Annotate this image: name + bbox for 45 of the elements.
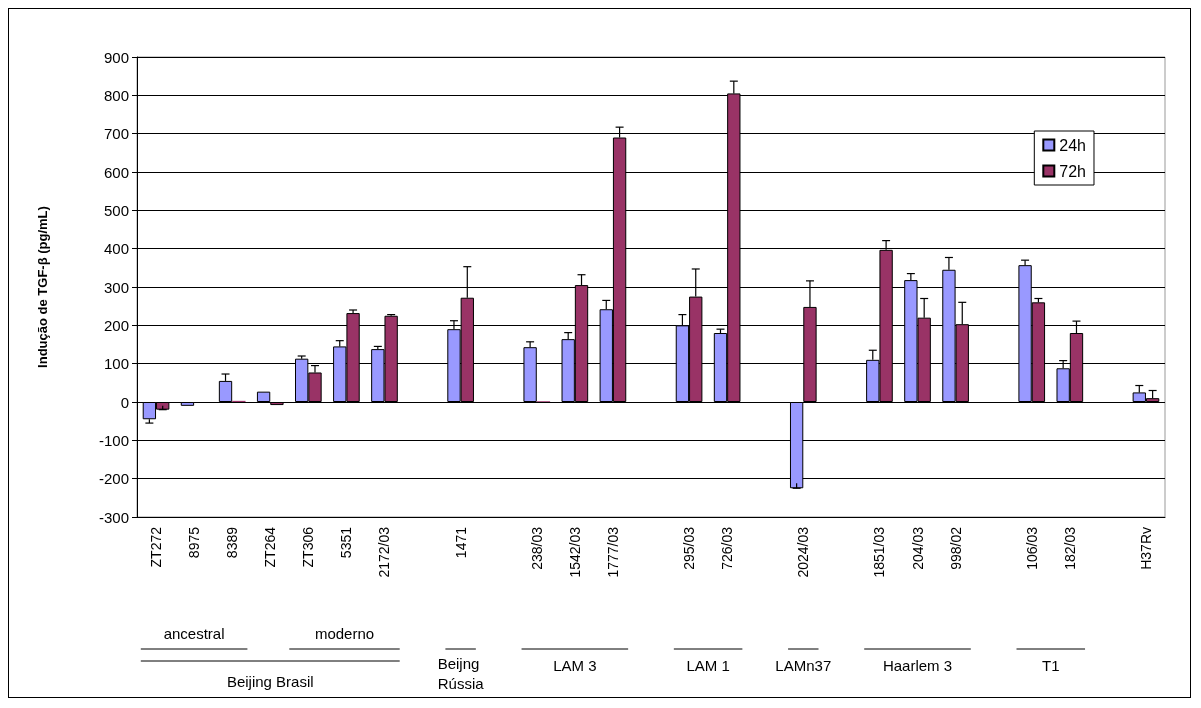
y-tick-label: 600 <box>103 163 129 181</box>
y-tick-label: 900 <box>103 48 129 66</box>
text: ancestral <box>163 624 225 642</box>
x-tick-label: 726/03 <box>719 526 736 570</box>
y-tick-label: 400 <box>103 240 129 258</box>
x-tick-label: 8389 <box>224 526 241 559</box>
x-tick-label: 2024/03 <box>795 526 812 578</box>
x-tick-label: 1471 <box>452 526 469 559</box>
x-tick-label: H37Rv <box>1137 527 1154 570</box>
text: LAMn37 <box>775 656 832 674</box>
x-tick-label: ZT272 <box>148 526 165 568</box>
text: T1 <box>1042 656 1060 674</box>
y-tick-label: -100 <box>98 431 129 449</box>
x-tick-label: ZT264 <box>262 526 279 568</box>
text: Beijng Rússia <box>437 654 485 692</box>
legend-label: 24h <box>1059 136 1087 154</box>
text: moderno <box>314 624 375 642</box>
x-tick-label: 5351 <box>338 526 355 559</box>
x-tick-label: 204/03 <box>909 526 926 570</box>
x-tick-label: 998/02 <box>947 526 964 570</box>
y-axis-title: Indução de TGF-β (pg/mL) <box>35 206 50 368</box>
y-tick-label: 300 <box>103 278 129 296</box>
legend-label: 72h <box>1059 162 1087 180</box>
x-tick-label: 295/03 <box>681 526 698 570</box>
x-tick-label: 106/03 <box>1023 526 1040 570</box>
x-tick-label: 1777/03 <box>604 526 621 578</box>
y-tick-label: 100 <box>103 355 129 373</box>
x-tick-label: 1851/03 <box>871 526 888 578</box>
text: LAM 1 <box>686 656 730 674</box>
x-tick-label: 238/03 <box>528 526 545 570</box>
y-tick-label: 700 <box>103 125 129 143</box>
x-tick-label: ZT306 <box>300 526 317 568</box>
x-tick-label: 182/03 <box>1061 526 1078 570</box>
y-tick-label: 0 <box>120 393 129 411</box>
x-tick-label: 8975 <box>186 526 203 559</box>
y-tick-label: -300 <box>98 508 129 526</box>
x-tick-label: 1542/03 <box>566 526 583 578</box>
y-tick-label: 800 <box>103 86 129 104</box>
y-tick-label: 500 <box>103 201 129 219</box>
y-tick-label: 200 <box>103 316 129 334</box>
x-tick-label: 2172/03 <box>376 526 393 578</box>
y-tick-label: -200 <box>98 470 129 488</box>
text: Beijing Brasil <box>226 672 314 690</box>
text: LAM 3 <box>553 656 597 674</box>
text: Haarlem 3 <box>882 656 953 674</box>
